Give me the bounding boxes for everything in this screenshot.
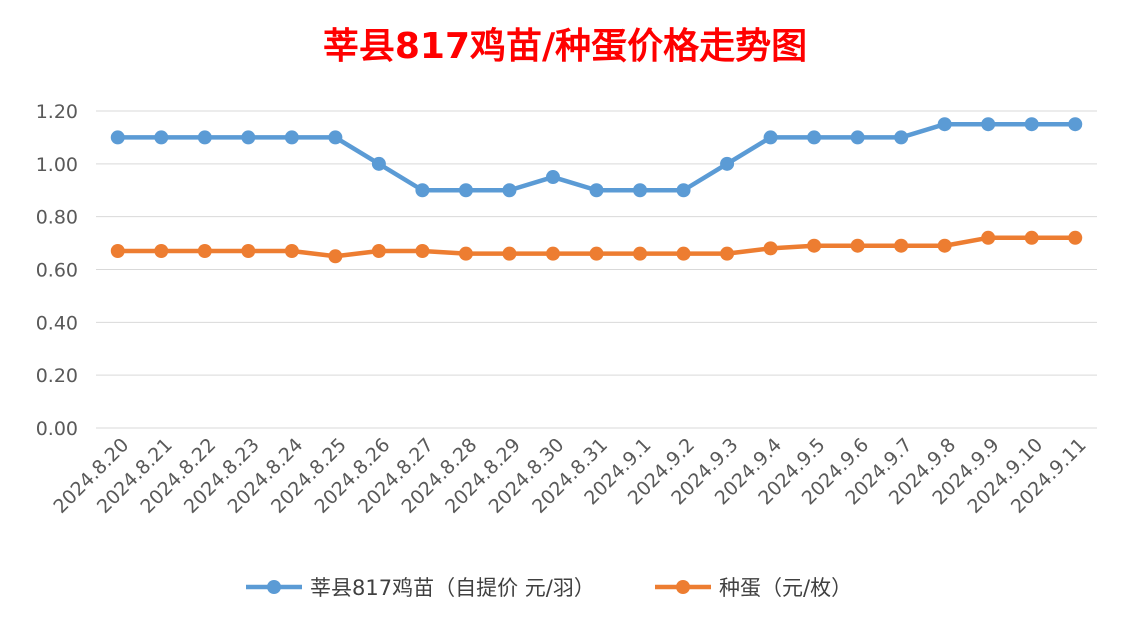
data-point — [545, 170, 560, 185]
data-point — [1024, 117, 1039, 132]
data-point — [807, 130, 822, 145]
series-0 — [110, 117, 1083, 198]
y-tick-label: 0.20 — [36, 365, 78, 387]
chart-title: 莘县817鸡苗/种蛋价格走势图 — [323, 26, 807, 67]
data-point — [589, 246, 604, 261]
data-point — [545, 246, 560, 261]
legend: 莘县817鸡苗（自提价 元/羽） 种蛋（元/枚） — [246, 576, 852, 600]
data-point — [720, 246, 735, 261]
data-point — [1068, 117, 1083, 132]
data-point — [1068, 230, 1083, 245]
series-1 — [110, 230, 1083, 264]
data-point — [937, 117, 952, 132]
data-point — [676, 183, 691, 198]
data-point — [894, 130, 909, 145]
y-tick-label: 0.80 — [36, 207, 78, 229]
series-layer — [110, 117, 1083, 264]
data-point — [502, 183, 517, 198]
data-point — [415, 244, 430, 259]
data-point — [110, 244, 125, 259]
data-point — [850, 130, 865, 145]
data-point — [894, 238, 909, 253]
data-point — [241, 130, 256, 145]
data-point — [1024, 230, 1039, 245]
legend-label: 种蛋（元/枚） — [719, 576, 852, 600]
data-point — [197, 130, 212, 145]
data-point — [763, 130, 778, 145]
data-point — [371, 156, 386, 171]
legend-label: 莘县817鸡苗（自提价 元/羽） — [310, 576, 595, 600]
legend-entry: 莘县817鸡苗（自提价 元/羽） — [246, 576, 595, 600]
data-point — [371, 244, 386, 259]
data-point — [458, 183, 473, 198]
legend-entry: 种蛋（元/枚） — [655, 576, 852, 600]
data-point — [415, 183, 430, 198]
y-tick-label: 1.20 — [36, 101, 78, 123]
data-point — [197, 244, 212, 259]
data-point — [850, 238, 865, 253]
data-point — [633, 183, 648, 198]
gridlines — [96, 110, 1097, 429]
y-tick-label: 1.00 — [36, 154, 78, 176]
data-point — [633, 246, 648, 261]
data-point — [458, 246, 473, 261]
data-point — [763, 241, 778, 256]
data-point — [328, 249, 343, 264]
data-point — [937, 238, 952, 253]
data-point — [110, 130, 125, 145]
data-point — [154, 130, 169, 145]
y-tick-label: 0.40 — [36, 312, 78, 334]
data-point — [981, 230, 996, 245]
data-point — [328, 130, 343, 145]
data-point — [502, 246, 517, 261]
legend-marker — [267, 580, 281, 594]
y-axis: 0.00 0.20 0.40 0.60 0.80 1.00 1.20 — [36, 101, 78, 440]
data-point — [589, 183, 604, 198]
data-point — [720, 156, 735, 171]
y-tick-label: 0.60 — [36, 260, 78, 282]
data-point — [284, 130, 299, 145]
data-point — [676, 246, 691, 261]
data-point — [241, 244, 256, 259]
data-point — [807, 238, 822, 253]
data-point — [284, 244, 299, 259]
legend-marker — [676, 580, 690, 594]
data-point — [154, 244, 169, 259]
y-tick-label: 0.00 — [36, 418, 78, 440]
data-point — [981, 117, 996, 132]
